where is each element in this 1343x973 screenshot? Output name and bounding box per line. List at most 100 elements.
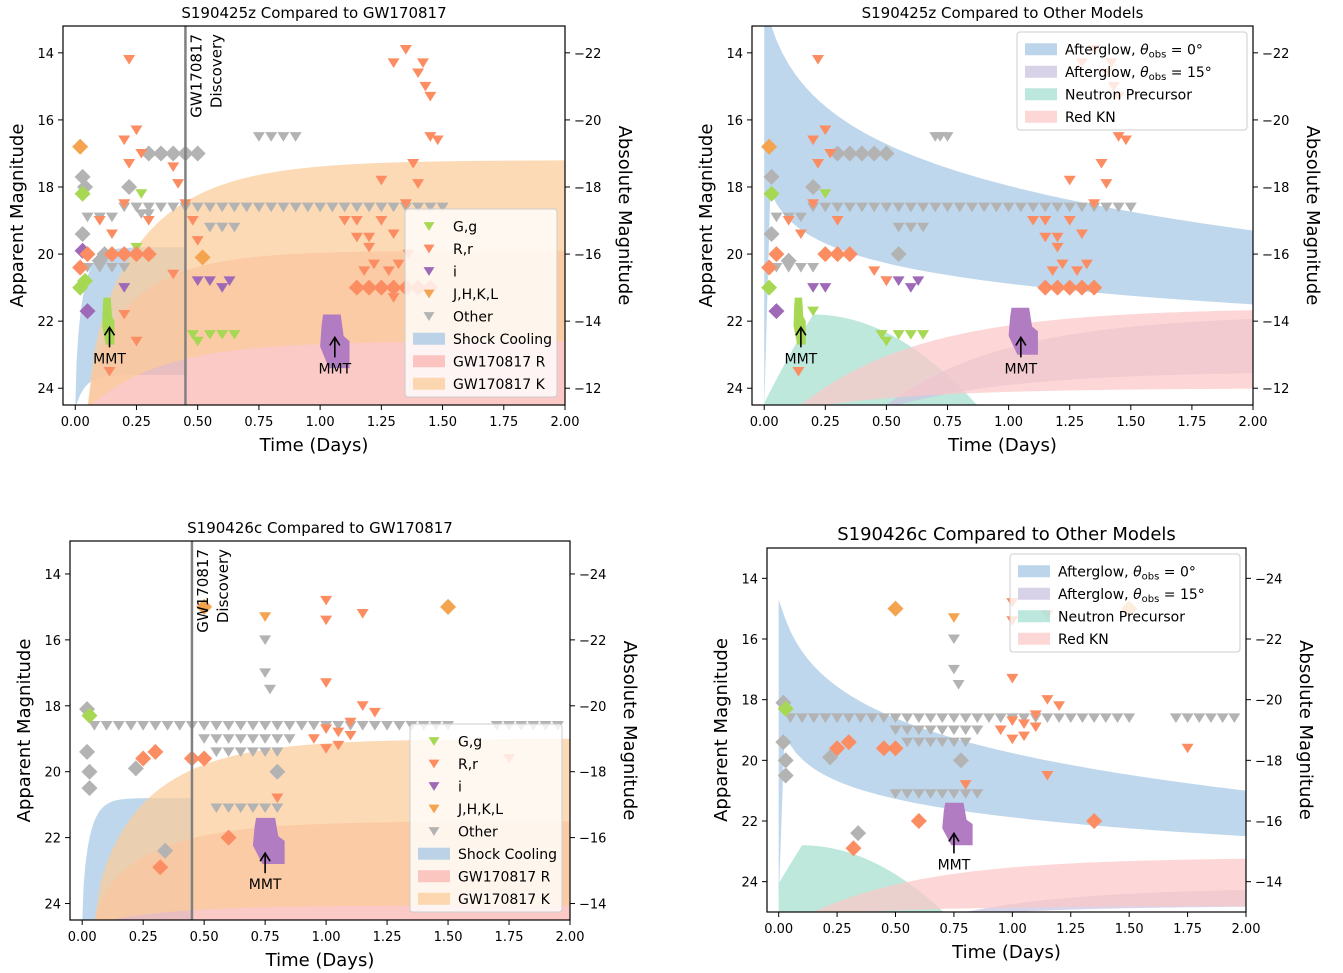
- chart1-point-Other-tri: [892, 222, 905, 233]
- chart0-point-R-tri: [123, 159, 136, 169]
- chart0-point-R-tri: [130, 336, 143, 347]
- chart1-legend-patch: [1025, 110, 1057, 123]
- chart1-point-Other-tri: [1039, 202, 1052, 213]
- chart1-point-R-diamond: [817, 246, 834, 263]
- chart3-point-Other-tri: [1053, 713, 1066, 723]
- chart1-band-ag0: [764, 26, 1253, 405]
- chart1-point-R-tri: [807, 199, 820, 209]
- chart0-point-Other-tri: [326, 202, 339, 213]
- chart0-legend-marker: [423, 267, 435, 276]
- chart1-point-R-tri: [1051, 232, 1064, 243]
- chart1-point-i-tri: [892, 276, 905, 287]
- chart0-point-Other-tri: [363, 202, 376, 213]
- plot-area: [775, 598, 1246, 912]
- chart2-point-R-tri: [320, 678, 333, 688]
- chart0-point-Other-tri: [375, 202, 388, 213]
- chart1-point-G-diamond: [761, 279, 778, 296]
- chart2-point-Other-tri: [332, 721, 345, 731]
- chart3-point-Other-tri: [889, 725, 902, 736]
- chart2-point-R-diamond: [147, 743, 164, 760]
- chart1-point-R-tri: [1039, 216, 1052, 226]
- chart3-xtick-label: 0.25: [823, 922, 852, 937]
- chart3-point-J-tri: [947, 613, 960, 623]
- chart0-y2label: Absolute Magnitude: [614, 126, 635, 306]
- chart2-legend-patch: [418, 847, 450, 860]
- chart3-point-Other-tri: [971, 713, 984, 723]
- chart0-xlabel: Time (Days): [259, 435, 369, 456]
- chart3-band-redkn: [813, 858, 1246, 912]
- chart1-point-Other-tri: [1112, 202, 1125, 213]
- chart1-ylabel: Apparent Magnitude: [696, 124, 717, 308]
- chart2-point-Other-diamond: [157, 842, 174, 859]
- chart3-point-R-tri: [1181, 743, 1194, 754]
- chart2-point-Other-diamond: [79, 743, 96, 760]
- chart1-point-Other-tri: [904, 202, 917, 213]
- legend-sub: obs: [1142, 594, 1160, 605]
- chart0-xtick-label: 0.25: [122, 415, 151, 430]
- chart3-point-Other-tri: [971, 789, 984, 799]
- chart2-point-Other-tri: [368, 721, 381, 731]
- chart2-point-R-diamond: [196, 750, 213, 767]
- chart1-point-Other-tri: [794, 212, 807, 223]
- chart3-point-Other-tri: [947, 737, 960, 748]
- chart2-point-Other-tri: [271, 747, 284, 758]
- chart2-ytick-label: 22: [44, 832, 61, 847]
- chart3-point-Other-tri: [1169, 713, 1182, 723]
- chart2-legend-entry: Shock Cooling: [418, 847, 557, 863]
- chart2-legend-entry: R,r: [428, 757, 478, 773]
- chart0-point-Other-tri: [314, 202, 327, 213]
- chart1-point-R-tri: [782, 216, 795, 226]
- chart1-mmt-arrowhead: [795, 325, 807, 336]
- chart0-legend-marker: [423, 289, 435, 299]
- chart2-y2tick-label: −18: [579, 766, 606, 781]
- chart3-xtick-label: 1.00: [998, 922, 1027, 937]
- chart3-band-ag0: [778, 599, 1246, 900]
- chart2-point-Other-tri: [246, 734, 259, 744]
- chart1-point-R-diamond: [761, 259, 778, 276]
- legend-text: Red KN: [1058, 632, 1109, 648]
- chart2-y2tick-label: −24: [579, 568, 606, 583]
- chart3-ytick-label: 14: [741, 572, 758, 587]
- chart3-point-Other-tri: [959, 713, 972, 723]
- chart3-point-Other-tri: [1204, 713, 1217, 723]
- chart3-y2tick-label: −22: [1255, 633, 1282, 648]
- chart0-point-R-diamond: [72, 259, 89, 276]
- chart0-discovery-label: GW170817 Discovery: [187, 34, 225, 118]
- chart3-y2tick-label: −14: [1255, 876, 1282, 891]
- chart0-point-Other-diamond: [74, 225, 91, 242]
- chart0-legend: G,g R,r i J,H,K,L Other Shock Cooling GW170817…: [404, 208, 558, 398]
- chart3-point-Other-tri: [1228, 713, 1241, 723]
- chart3-point-R-diamond: [845, 840, 862, 857]
- chart3-point-R-diamond: [829, 740, 846, 757]
- chart0-point-i-tri: [223, 276, 236, 287]
- chart0-xtick-label: 2.00: [551, 415, 580, 430]
- chart1-point-R-tri: [1100, 179, 1113, 189]
- legend-text: Afterglow,: [1058, 564, 1133, 580]
- chart2-legend-label: J,H,K,L: [457, 802, 503, 818]
- chart2-legend-marker: [428, 804, 440, 814]
- chart0-point-Other-tri: [350, 202, 363, 213]
- chart3-xtick-label: 0.75: [939, 922, 968, 937]
- chart3-point-R-tri: [1029, 722, 1042, 733]
- chart1-point-Other-tri: [831, 202, 844, 213]
- chart2-point-Other-tri: [246, 747, 259, 758]
- chart0-legend-marker: [423, 312, 435, 321]
- chart1-point-R-tri: [824, 148, 837, 159]
- chart3-point-Other-tri: [901, 789, 914, 799]
- chart0-legend-marker: [423, 244, 435, 254]
- chart1-ytick-label: 24: [726, 382, 743, 397]
- chart1-point-R-tri: [807, 135, 820, 146]
- chart2-point-G-diamond: [81, 707, 98, 724]
- chart2-point-Other-tri: [283, 721, 296, 731]
- chart3-mmt-block: [942, 802, 973, 846]
- chart0-point-R-tri: [387, 229, 400, 240]
- chart1-point-J-diamond: [761, 138, 778, 155]
- chart1-point-Other-tri: [1075, 202, 1088, 213]
- chart1-point-Other-tri: [1051, 202, 1064, 213]
- chart0-point-Other-tri: [154, 202, 167, 213]
- legend-math: θ: [1133, 587, 1142, 603]
- chart3-point-G-diamond: [777, 700, 794, 717]
- chart1-point-Other-tri: [917, 202, 930, 213]
- chart0-point-R-tri: [130, 125, 143, 136]
- chart1-point-G-diamond: [763, 185, 780, 202]
